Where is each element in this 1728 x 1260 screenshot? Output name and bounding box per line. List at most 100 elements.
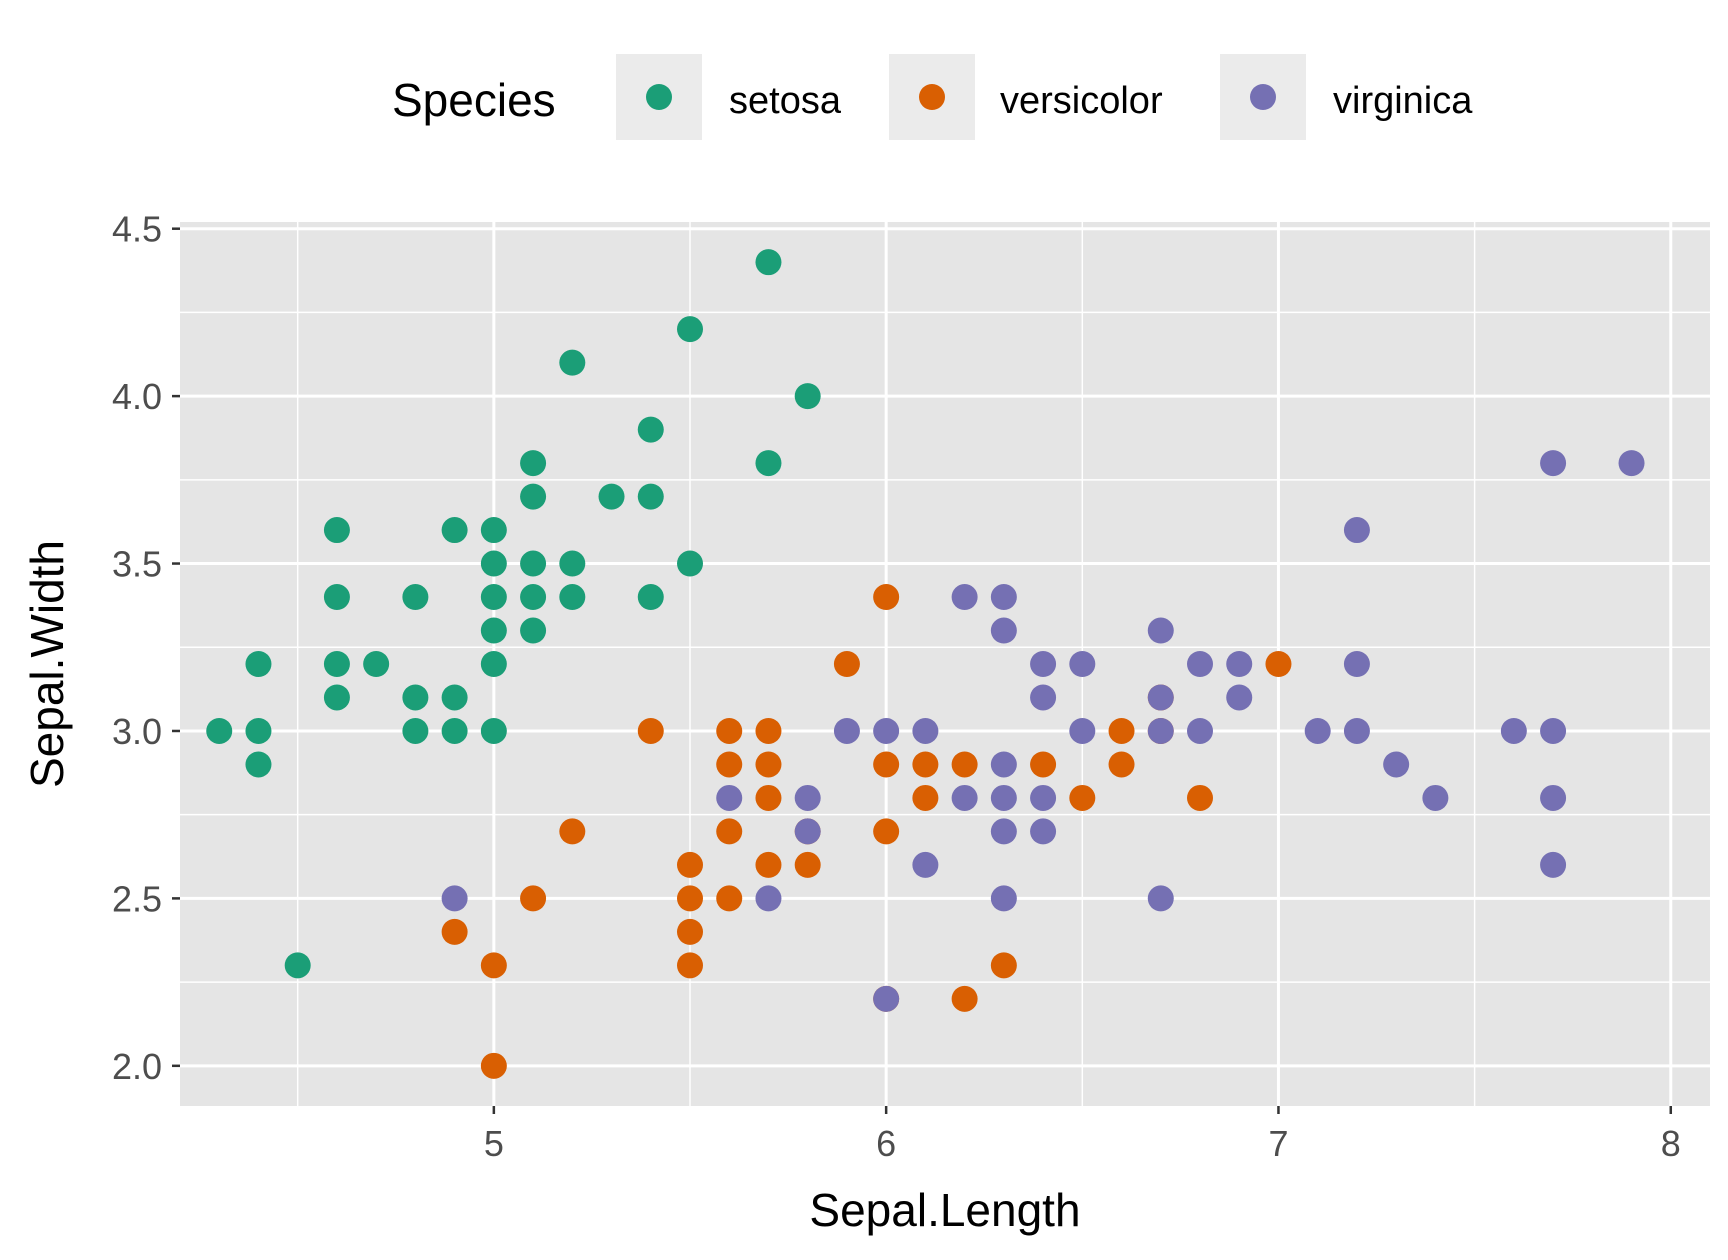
data-point-virginica (755, 885, 782, 912)
data-point-setosa (637, 584, 664, 611)
data-point-versicolor (1187, 784, 1213, 811)
data-point-versicolor (1069, 784, 1096, 811)
data-point-setosa (480, 651, 507, 677)
data-point-virginica (1540, 851, 1567, 878)
data-point-virginica (912, 717, 939, 744)
data-point-virginica (990, 885, 1017, 912)
data-point-setosa (441, 717, 468, 744)
legend-label-virginica: virginica (1333, 80, 1473, 122)
data-point-virginica (1147, 717, 1174, 744)
data-point-virginica (1383, 751, 1410, 778)
data-point-setosa (441, 517, 468, 544)
data-point-setosa (363, 651, 390, 677)
data-point-versicolor (480, 952, 507, 979)
data-point-setosa (323, 651, 350, 677)
data-point-virginica (1030, 651, 1057, 677)
data-point-virginica (1147, 617, 1174, 644)
data-point-setosa (402, 584, 429, 611)
data-point-setosa (480, 617, 507, 644)
data-point-setosa (637, 483, 664, 510)
y-tick-label: 4.5 (112, 209, 162, 250)
legend-key-setosa (646, 84, 672, 110)
data-point-versicolor (873, 818, 900, 845)
data-point-virginica (1500, 717, 1527, 744)
data-point-versicolor (716, 885, 743, 912)
data-point-setosa (677, 316, 703, 343)
y-axis-title: Sepal.Width (21, 540, 73, 788)
axes: 5 6 7 8 2.0 2.5 3.0 3.5 4.0 4.5 (112, 209, 1681, 1164)
data-point-setosa (480, 550, 507, 577)
data-point-versicolor (1030, 751, 1057, 778)
data-point-setosa (480, 584, 507, 611)
data-point-setosa (598, 483, 625, 510)
data-point-versicolor (559, 818, 586, 845)
data-point-virginica (1187, 717, 1213, 744)
x-tick-label: 5 (484, 1123, 504, 1164)
legend-item-virginica: virginica (1220, 54, 1473, 140)
data-point-versicolor (716, 717, 743, 744)
y-tick-label: 3.5 (112, 544, 162, 585)
data-point-versicolor (677, 885, 703, 912)
data-point-versicolor (755, 751, 782, 778)
data-point-virginica (1187, 651, 1213, 677)
data-point-versicolor (833, 651, 860, 677)
data-point-setosa (323, 517, 350, 544)
x-axis-title: Sepal.Length (809, 1184, 1080, 1236)
data-point-virginica (1540, 717, 1567, 744)
data-point-virginica (951, 584, 978, 611)
data-point-versicolor (677, 851, 703, 878)
data-point-virginica (794, 784, 821, 811)
data-point-virginica (716, 784, 743, 811)
data-point-virginica (1343, 517, 1370, 544)
legend-item-setosa: setosa (616, 54, 842, 140)
data-point-setosa (245, 651, 272, 677)
data-point-virginica (990, 617, 1017, 644)
data-point-setosa (323, 684, 350, 711)
data-point-versicolor (441, 918, 468, 945)
x-tick-label: 7 (1268, 1123, 1288, 1164)
data-point-versicolor (677, 952, 703, 979)
data-point-virginica (912, 851, 939, 878)
data-point-setosa (441, 684, 468, 711)
data-point-virginica (1069, 651, 1096, 677)
data-point-versicolor (755, 851, 782, 878)
x-tick-label: 8 (1661, 1123, 1681, 1164)
data-point-setosa (559, 550, 586, 577)
data-point-versicolor (1265, 651, 1292, 677)
data-point-virginica (441, 885, 468, 912)
data-point-virginica (1069, 717, 1096, 744)
data-point-versicolor (951, 751, 978, 778)
legend-key-versicolor (919, 84, 945, 110)
data-point-setosa (323, 584, 350, 611)
legend-label-setosa: setosa (729, 80, 842, 122)
data-point-setosa (559, 584, 586, 611)
legend-title: Species (392, 74, 556, 126)
data-point-setosa (284, 952, 311, 979)
data-point-versicolor (520, 885, 547, 912)
legend-item-versicolor: versicolor (889, 54, 1163, 140)
legend-label-versicolor: versicolor (1000, 80, 1163, 122)
data-point-virginica (1226, 684, 1253, 711)
data-point-virginica (1304, 717, 1331, 744)
data-point-setosa (520, 584, 547, 611)
data-point-versicolor (480, 1052, 507, 1079)
y-tick-label: 3.0 (112, 711, 162, 752)
data-point-versicolor (677, 918, 703, 945)
data-point-versicolor (1108, 751, 1135, 778)
data-point-versicolor (794, 851, 821, 878)
data-point-versicolor (912, 784, 939, 811)
data-point-virginica (1030, 684, 1057, 711)
data-point-setosa (520, 483, 547, 510)
data-point-versicolor (912, 751, 939, 778)
data-point-setosa (637, 416, 664, 443)
data-point-setosa (245, 717, 272, 744)
data-point-setosa (794, 383, 821, 410)
data-point-virginica (873, 985, 900, 1012)
data-point-versicolor (990, 952, 1017, 979)
data-point-setosa (520, 450, 547, 477)
data-point-setosa (755, 450, 782, 477)
data-point-virginica (990, 584, 1017, 611)
data-point-virginica (1030, 784, 1057, 811)
data-point-virginica (951, 784, 978, 811)
